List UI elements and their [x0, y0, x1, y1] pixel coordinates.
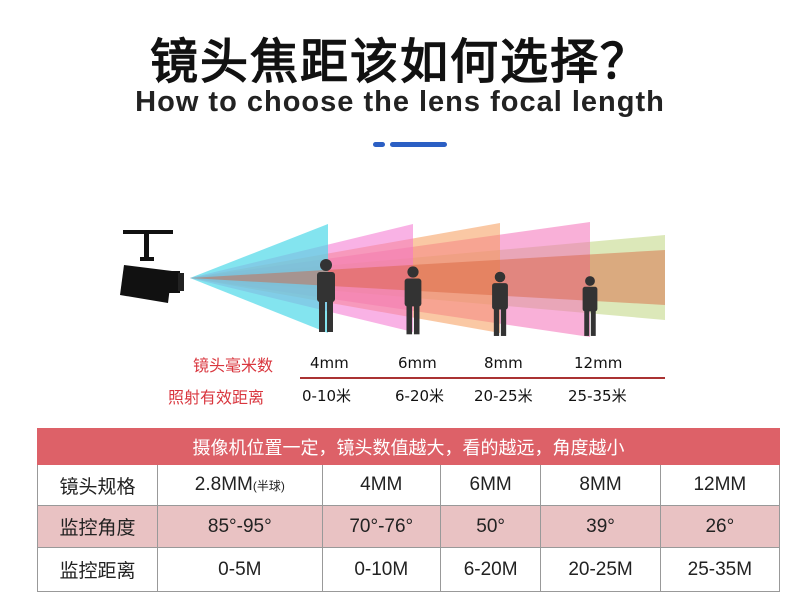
lens-mm: 12mm	[574, 354, 623, 372]
camera-icon	[120, 230, 184, 303]
table-cell: 8MM	[540, 464, 661, 506]
row-label: 监控角度	[37, 505, 158, 548]
lens-mm: 6mm	[398, 354, 437, 372]
table-cell: 4MM	[321, 464, 441, 506]
table-cell: 2.8MM(半球)	[157, 464, 323, 506]
table-cell: 70°-76°	[321, 505, 441, 548]
person-icons	[317, 259, 598, 336]
person-icon	[317, 259, 335, 332]
table-cell: 12MM	[659, 464, 781, 506]
effective-range-label: 照射有效距离	[168, 388, 265, 407]
table-cell: 50°	[439, 505, 542, 548]
table-cell: 26°	[659, 505, 781, 548]
person-icon	[582, 276, 598, 336]
table-header: 摄像机位置一定，镜头数值越大，看的越远，角度越小	[37, 428, 780, 465]
lens-range: 20-25米	[474, 387, 533, 405]
page-title: 镜头焦距该如何选择？	[149, 34, 650, 90]
cell-note: (半球)	[252, 479, 285, 493]
lens-range: 0-10米	[302, 387, 352, 405]
person-icon	[404, 266, 422, 335]
lens-coverage-diagram	[120, 222, 665, 337]
row-label: 镜头规格	[37, 464, 158, 506]
row-label: 监控距离	[37, 547, 158, 592]
lens-range: 25-35米	[568, 387, 627, 405]
divider-dash-short	[373, 142, 385, 147]
beam-2.8mm	[190, 224, 328, 333]
divider-line	[300, 377, 665, 379]
table-cell: 20-25M	[540, 547, 661, 592]
lens-mm: 8mm	[484, 354, 523, 372]
table-cell: 0-5M	[157, 547, 323, 592]
table-row: 监控角度 85°-95° 70°-76° 50° 39° 26°	[37, 505, 781, 548]
lens-range: 6-20米	[395, 387, 445, 405]
beam-core	[190, 250, 665, 305]
divider-dash-long	[390, 142, 447, 147]
lens-spec-table: 摄像机位置一定，镜头数值越大，看的越远，角度越小 镜头规格 2.8MM(半球) …	[37, 428, 781, 592]
table-cell: 25-35M	[659, 547, 781, 592]
table-row: 监控距离 0-5M 0-10M 6-20M 20-25M 25-35M	[37, 547, 781, 592]
page-subtitle: How to choose the lens focal length	[135, 86, 665, 118]
lens-mm: 4mm	[310, 354, 349, 372]
lens-mm-label: 镜头毫米数	[193, 356, 274, 375]
table-cell: 85°-95°	[157, 505, 323, 548]
table-cell: 0-10M	[321, 547, 441, 592]
table-cell: 6MM	[439, 464, 542, 506]
table-cell: 6-20M	[439, 547, 542, 592]
person-icon	[492, 271, 508, 336]
table-cell: 39°	[540, 505, 661, 548]
table-row: 镜头规格 2.8MM(半球) 4MM 6MM 8MM 12MM	[37, 464, 781, 506]
